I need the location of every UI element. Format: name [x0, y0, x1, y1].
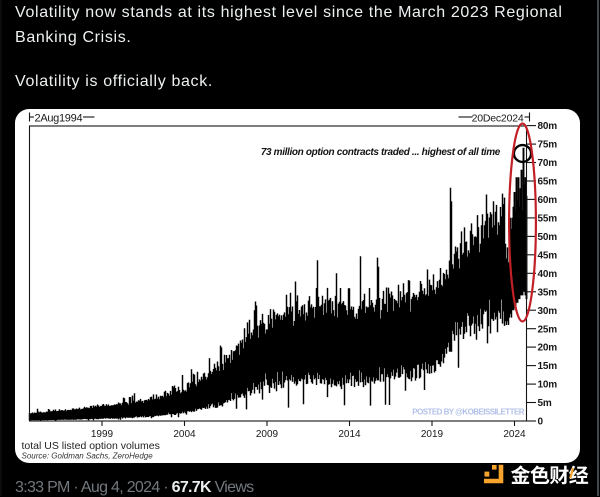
svg-text:2004: 2004: [173, 429, 196, 440]
svg-text:25m: 25m: [538, 324, 558, 335]
svg-text:2024: 2024: [503, 429, 526, 440]
svg-text:40m: 40m: [538, 269, 558, 280]
svg-text:POSTED BY @KOBEISSILETTER: POSTED BY @KOBEISSILETTER: [412, 408, 524, 417]
svg-text:total US listed option volumes: total US listed option volumes: [22, 440, 160, 452]
svg-text:75m: 75m: [538, 140, 558, 151]
svg-text:50m: 50m: [538, 232, 558, 243]
svg-text:20Dec2024: 20Dec2024: [472, 113, 524, 125]
svg-text:73 million option contracts tr: 73 million option contracts traded ... h…: [261, 147, 501, 158]
svg-text:80m: 80m: [538, 121, 558, 132]
svg-text:5m: 5m: [538, 398, 552, 409]
svg-text:2Aug1994: 2Aug1994: [35, 113, 83, 125]
svg-text:10m: 10m: [538, 380, 558, 391]
svg-text:45m: 45m: [538, 250, 558, 261]
svg-text:1999: 1999: [91, 429, 114, 440]
svg-text:55m: 55m: [538, 214, 558, 225]
svg-text:60m: 60m: [538, 195, 558, 206]
svg-text:70m: 70m: [538, 158, 558, 169]
svg-text:0: 0: [538, 417, 544, 428]
svg-text:2014: 2014: [338, 429, 361, 440]
svg-text:20m: 20m: [538, 343, 558, 354]
svg-text:30m: 30m: [538, 306, 558, 317]
svg-text:35m: 35m: [538, 287, 558, 298]
svg-text:65m: 65m: [538, 177, 558, 188]
svg-text:Source: Goldman Sachs, ZeroHed: Source: Goldman Sachs, ZeroHedge: [22, 452, 154, 461]
svg-text:2009: 2009: [256, 429, 279, 440]
svg-text:15m: 15m: [538, 361, 558, 372]
svg-text:2019: 2019: [421, 429, 444, 440]
